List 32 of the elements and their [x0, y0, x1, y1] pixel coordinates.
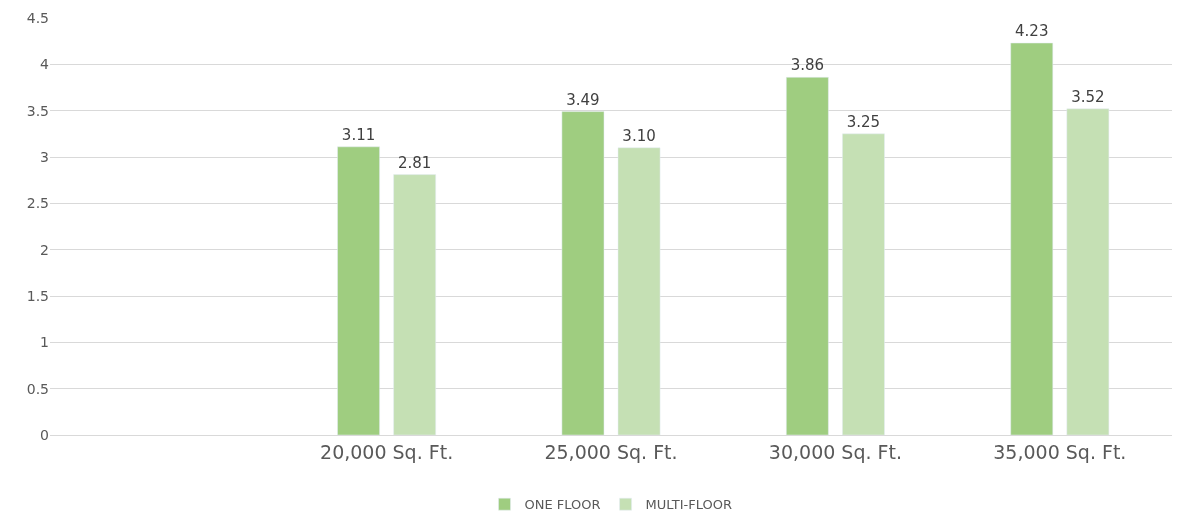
- legend-label: ONE FLOOR: [524, 497, 601, 513]
- data-label: 3.49: [566, 90, 600, 109]
- x-tick-label: 30,000 Sq. Ft.: [768, 440, 902, 463]
- y-tick-label: 4.5: [26, 9, 49, 26]
- bar: [842, 133, 885, 435]
- bar: [561, 111, 605, 435]
- y-tick-label: 2: [40, 241, 49, 258]
- data-label: 3.10: [622, 126, 656, 145]
- y-tick-label: 3.5: [26, 102, 49, 119]
- y-tick-label: 0.5: [26, 380, 49, 397]
- y-tick-label: 2.5: [26, 195, 49, 212]
- legend-label: MULTI-FLOOR: [645, 497, 732, 513]
- x-tick-label: 20,000 Sq. Ft.: [320, 440, 454, 463]
- bar: [1010, 42, 1054, 435]
- bar: [617, 147, 661, 435]
- bar: [786, 77, 829, 435]
- y-tick-label: 4: [40, 56, 50, 73]
- data-label: 2.81: [397, 153, 432, 172]
- y-tick-label: 3: [40, 148, 49, 165]
- data-label: 4.23: [1015, 22, 1049, 41]
- y-tick-label: 0: [40, 426, 49, 443]
- x-tick-label: 35,000 Sq. Ft.: [993, 440, 1127, 463]
- data-label: 3.25: [846, 112, 881, 131]
- data-label: 3.52: [1071, 87, 1105, 106]
- y-tick-label: 1.5: [26, 287, 49, 304]
- data-label: 3.11: [341, 125, 376, 144]
- bar: [393, 174, 436, 435]
- data-label: 3.86: [790, 56, 825, 75]
- y-tick-label: 1: [40, 334, 49, 351]
- bar: [1066, 108, 1110, 435]
- bar: [337, 146, 380, 435]
- x-tick-label: 25,000 Sq. Ft.: [544, 440, 678, 463]
